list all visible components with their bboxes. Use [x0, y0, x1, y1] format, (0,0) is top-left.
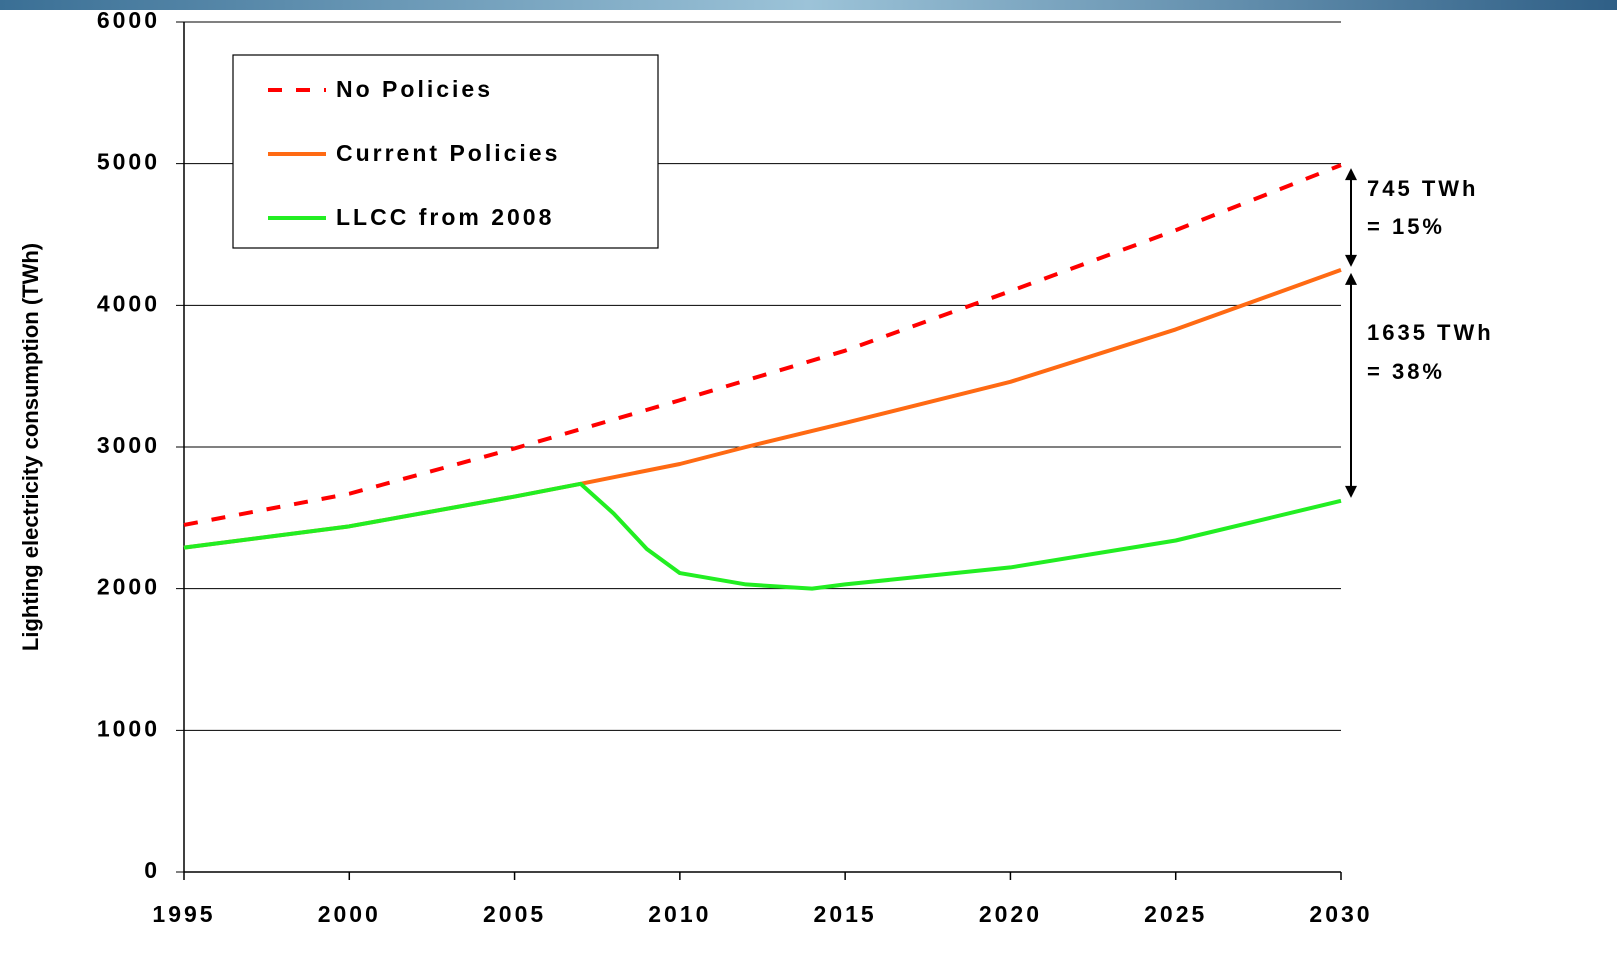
legend-label: No Policies — [336, 76, 493, 102]
annotation: = 15% — [1367, 214, 1445, 239]
annotation: = 38% — [1367, 359, 1445, 384]
y-tick-label: 6000 — [97, 7, 160, 33]
legend-box — [232, 54, 659, 249]
annotation: 1635 TWh — [1367, 320, 1494, 345]
arrow-head — [1345, 272, 1357, 285]
annotation: 745 TWh — [1367, 176, 1478, 201]
legend-label: Current Policies — [336, 140, 560, 166]
legend-label: LLCC from 2008 — [336, 204, 554, 230]
x-tick-label: 2000 — [318, 901, 381, 927]
y-tick-label: 5000 — [97, 149, 160, 175]
y-tick-label: 2000 — [97, 574, 160, 600]
x-tick-label: 2030 — [1309, 901, 1372, 927]
y-tick-label: 0 — [144, 857, 160, 883]
y-tick-label: 3000 — [97, 432, 160, 458]
series-line — [183, 268, 1342, 550]
arrow-head — [1345, 254, 1357, 267]
x-tick-label: 2020 — [979, 901, 1042, 927]
x-tick-label: 2025 — [1144, 901, 1207, 927]
y-tick-label: 1000 — [97, 715, 160, 741]
x-tick-label: 2005 — [483, 901, 546, 927]
x-tick-label: 2015 — [814, 901, 877, 927]
series-line — [183, 163, 1342, 527]
banner — [0, 0, 1617, 10]
series-line — [183, 481, 1342, 591]
x-tick-label: 1995 — [152, 901, 215, 927]
x-tick-label: 2010 — [648, 901, 711, 927]
arrow-head — [1345, 485, 1357, 498]
y-axis-label: Lighting electricity consumption (TWh) — [18, 243, 43, 651]
arrow-head — [1345, 168, 1357, 181]
y-tick-label: 4000 — [97, 290, 160, 316]
